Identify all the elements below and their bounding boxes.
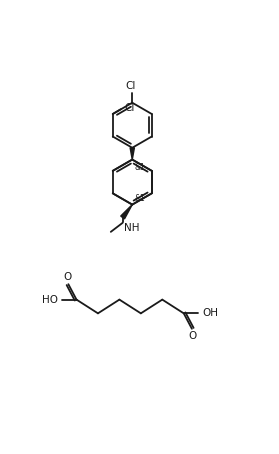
Text: OH: OH: [202, 308, 218, 318]
Polygon shape: [121, 205, 132, 219]
Text: Cl: Cl: [125, 81, 135, 91]
Polygon shape: [130, 148, 134, 159]
Text: HO: HO: [42, 295, 58, 305]
Text: &1: &1: [135, 194, 146, 203]
Text: &1: &1: [135, 163, 146, 173]
Text: NH: NH: [124, 223, 140, 233]
Text: O: O: [63, 271, 71, 281]
Text: O: O: [189, 331, 197, 341]
Text: Cl: Cl: [124, 103, 134, 113]
